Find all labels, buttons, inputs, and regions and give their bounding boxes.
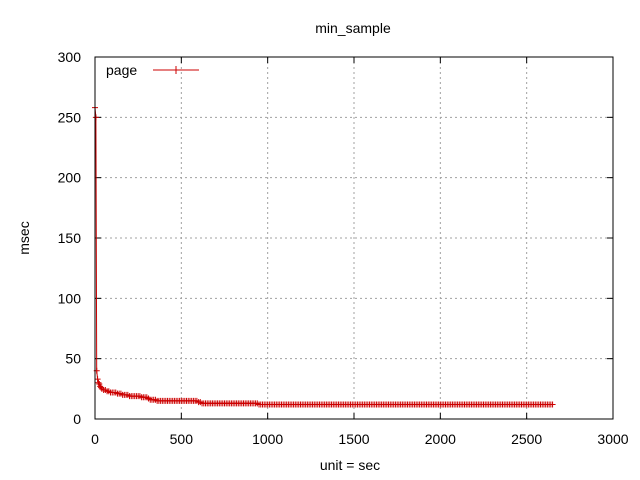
y-tick-label: 100: [58, 290, 82, 306]
axis-ticks: 0 500 1000 1500 2000 2500 3000 0 50 100 150 200 250 3…: [58, 49, 629, 447]
x-tick-label: 1000: [252, 431, 283, 447]
y-axis-label: msec: [16, 221, 32, 254]
y-tick-label: 300: [58, 49, 82, 65]
gridlines: [95, 57, 613, 419]
data-point: [95, 379, 102, 386]
x-tick-label: 2000: [425, 431, 456, 447]
legend-marker-page: [172, 66, 180, 74]
y-tick-label: 50: [65, 351, 81, 367]
y-tick-label: 250: [58, 109, 82, 125]
legend: page: [106, 62, 199, 78]
x-tick-label: 1500: [338, 431, 369, 447]
y-tick-label: 150: [58, 230, 82, 246]
x-axis-label: unit = sec: [320, 457, 380, 473]
x-tick-label: 0: [91, 431, 99, 447]
y-tick-label: 200: [58, 170, 82, 186]
legend-label-page: page: [106, 62, 137, 78]
data-point: [94, 376, 101, 383]
data-point: [549, 401, 556, 408]
y-tick-label: 0: [73, 411, 81, 427]
x-tick-label: 3000: [597, 431, 628, 447]
data-point: [92, 114, 99, 121]
chart-title: min_sample: [315, 20, 391, 36]
x-tick-label: 2500: [511, 431, 542, 447]
plot-frame: [94, 56, 614, 420]
series-layer: [92, 104, 556, 408]
x-tick-label: 500: [170, 431, 194, 447]
